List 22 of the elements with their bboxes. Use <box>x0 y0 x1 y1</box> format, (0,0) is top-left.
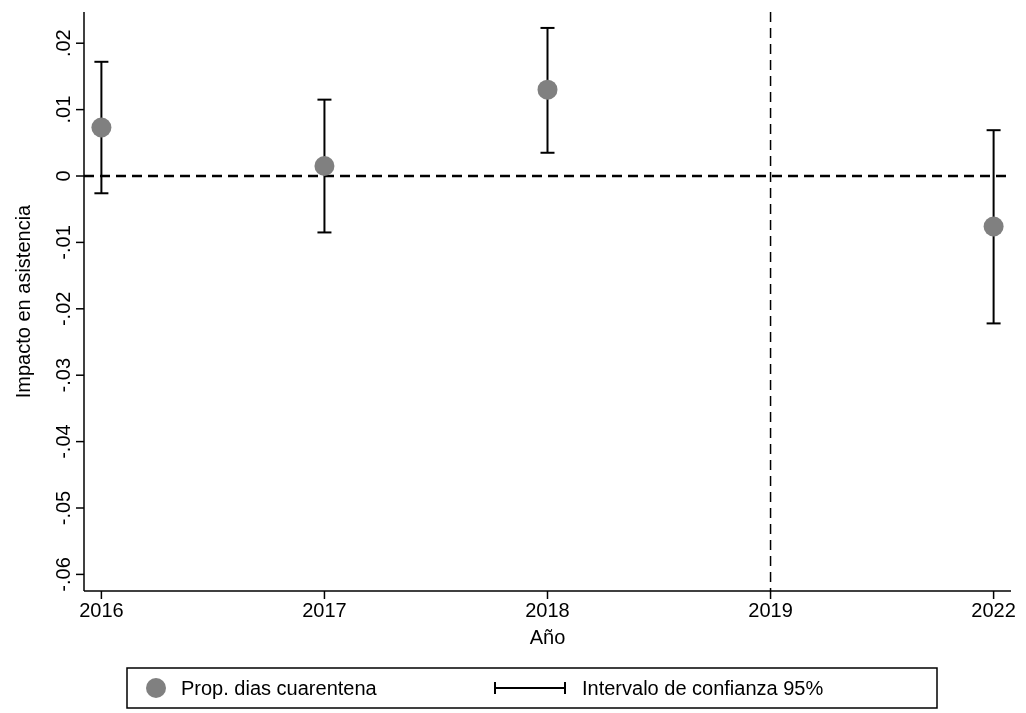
y-tick-label: -.04 <box>52 424 74 459</box>
y-axis-title: Impacto en asistencia <box>12 203 34 399</box>
point <box>91 117 112 138</box>
x-axis-title: Año <box>529 626 566 648</box>
point <box>314 156 335 177</box>
x-tick-label: 2019 <box>748 599 793 621</box>
text: Intervalo de confianza 95% <box>582 677 824 699</box>
y-tick-label: -.01 <box>52 225 74 260</box>
y-tick-label: -.05 <box>52 490 74 526</box>
y-tick-label: .02 <box>52 29 74 58</box>
point <box>537 79 558 100</box>
y-tick-label: -.06 <box>52 557 74 592</box>
y-tick-label: 0 <box>52 170 74 182</box>
y-tick-label: -.02 <box>52 291 74 327</box>
point <box>983 216 1004 237</box>
legend-label: Prop. dias cuarentena <box>181 677 378 699</box>
x-tick-label: 2017 <box>302 599 347 621</box>
x-tick-label: 2022 <box>971 599 1016 621</box>
y-tick-label: .01 <box>52 95 74 124</box>
y-tick-label: -.03 <box>52 357 74 393</box>
x-tick-label: 2018 <box>525 599 570 621</box>
x-tick-label: 2016 <box>79 599 124 621</box>
